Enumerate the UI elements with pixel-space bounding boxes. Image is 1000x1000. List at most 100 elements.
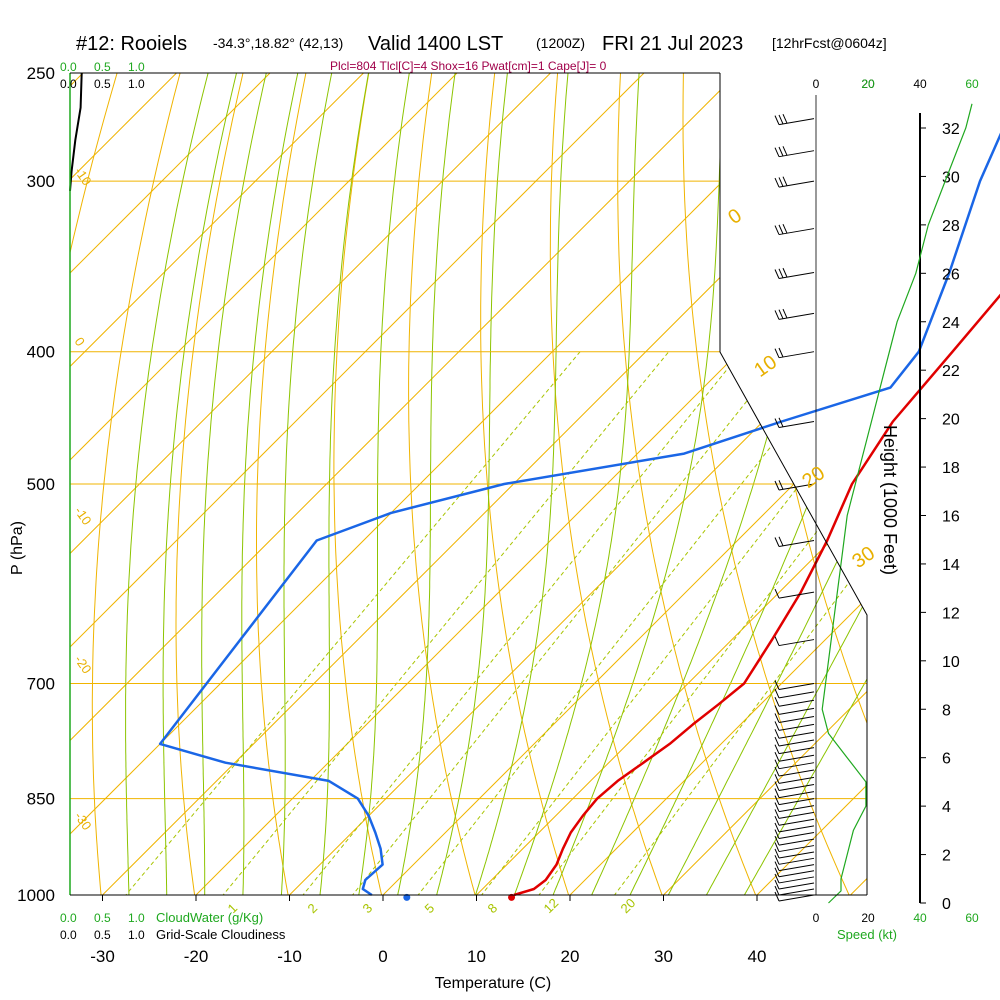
wind-barb <box>774 721 815 731</box>
x-axis-title: Temperature (C) <box>435 975 551 992</box>
speed-tick-label-bottom: 20 <box>861 911 875 925</box>
wind-barb-shaft <box>778 754 815 762</box>
dry-adiabat-line <box>175 73 278 895</box>
wind-barb <box>774 766 815 777</box>
wind-barb <box>774 536 815 548</box>
wind-barb-feather <box>774 348 780 358</box>
wind-barb-feather <box>774 310 780 320</box>
wind-barb-feather <box>774 809 780 819</box>
cloudiness-curve <box>69 72 83 191</box>
wind-barb-shaft <box>778 747 815 755</box>
wind-barb-feather <box>774 879 780 890</box>
pressure-tick-label: 1000 <box>17 886 55 905</box>
mixing-ratio-line <box>592 351 867 895</box>
wind-barb <box>774 347 815 359</box>
wind-barb-feather <box>774 873 780 884</box>
wind-barb <box>774 855 815 865</box>
speed-tick-label-top-green: 60 <box>965 77 979 91</box>
wind-barb-feather <box>782 223 788 234</box>
wind-barb-feather <box>782 308 788 319</box>
height-tick-label: 10 <box>942 654 960 671</box>
wind-barb-shaft <box>778 832 815 840</box>
title-coords: -34.3°,18.82° (42,13) <box>213 35 343 51</box>
wind-barb-feather <box>774 697 780 707</box>
wind-barb-shaft <box>778 838 815 846</box>
speed-tick-label-bottom-green: 40 <box>913 911 927 925</box>
cloudiness-label: Grid-Scale Cloudiness <box>156 927 286 942</box>
dry-adiabat-line <box>408 73 484 895</box>
top-black-scale-1: 0.5 <box>94 77 111 91</box>
wind-barb-shaft <box>778 691 815 699</box>
y-axis-title: P (hPa) <box>9 521 26 575</box>
wind-barb-shaft <box>778 351 815 359</box>
dewpoint-curve <box>158 132 1000 897</box>
moist-adiabat-line <box>353 73 435 895</box>
wind-barb-shaft <box>778 118 815 126</box>
wind-barb-shaft <box>778 731 815 739</box>
bottom-green-scale-2: 1.0 <box>128 911 145 925</box>
speed-tick-label-bottom-green: 60 <box>965 911 979 925</box>
wind-barb-shaft <box>778 715 815 723</box>
mixing-ratio-line <box>279 351 742 895</box>
wind-barb <box>774 588 815 599</box>
bottom-black-scale-0: 0.0 <box>60 928 77 942</box>
wind-barb <box>774 267 815 280</box>
wind-barb <box>774 680 815 691</box>
wind-barb-feather <box>774 861 780 871</box>
wind-barb <box>774 861 815 872</box>
dry-adiabat-line <box>333 73 396 895</box>
wind-barb-feather <box>778 114 784 125</box>
wind-barb-feather <box>782 146 788 156</box>
wind-barb-feather <box>774 225 780 235</box>
moist-adiabat-line <box>391 73 478 895</box>
isotherm-line <box>70 73 497 895</box>
top-black-scale-0: 0.0 <box>60 77 77 91</box>
wind-barb-feather <box>778 347 784 358</box>
wind-barb-shaft <box>778 857 815 865</box>
height-tick-label: 26 <box>942 266 960 283</box>
wind-barb-feather <box>774 855 780 865</box>
wind-barb-feather <box>774 744 780 754</box>
pressure-tick-label: 700 <box>27 675 55 694</box>
wind-barb-shaft <box>778 825 815 833</box>
wind-barb-feather <box>774 788 780 798</box>
wind-barb <box>774 822 815 833</box>
moist-adiabat-line <box>727 73 867 895</box>
wind-barb-feather <box>778 268 784 279</box>
wind-barb <box>774 802 815 813</box>
top-black-scale-2: 1.0 <box>128 77 145 91</box>
wind-barb-shaft <box>778 591 815 599</box>
title-forecast: [12hrFcst@0604z] <box>772 35 887 51</box>
isotherm-line <box>70 73 403 895</box>
wind-barb-shaft <box>778 739 815 747</box>
height-tick-label: 22 <box>942 363 960 380</box>
wind-barb-feather <box>782 176 788 186</box>
wind-barb-feather <box>774 815 780 826</box>
temperature-curve <box>513 293 1000 897</box>
temperature-tick-label: -20 <box>184 947 209 966</box>
height-axis-title: Height (1000 Feet) <box>880 425 900 575</box>
isotherm-line <box>447 73 867 895</box>
wind-barb <box>774 809 815 819</box>
height-tick-label: 14 <box>942 557 960 574</box>
moist-adiabat-line <box>503 73 651 895</box>
wind-barb-shaft <box>778 769 815 777</box>
wind-barb-shaft <box>778 699 815 707</box>
temperature-tick-label: 0 <box>378 947 387 966</box>
cloudwater-label: CloudWater (g/Kg) <box>156 910 263 925</box>
wind-barb-shaft <box>778 784 815 792</box>
isotherm-line <box>70 73 777 895</box>
height-tick-label: 8 <box>942 702 951 719</box>
height-tick-label: 2 <box>942 848 951 865</box>
wind-barb-shaft <box>778 312 815 320</box>
pressure-tick-label: 850 <box>27 790 55 809</box>
wind-barb-feather <box>774 588 780 599</box>
wind-barb-feather <box>778 224 784 235</box>
wind-barb <box>774 146 815 158</box>
height-tick-label: 30 <box>942 169 960 186</box>
wind-barb <box>774 781 815 792</box>
speed-tick-label-top-green: 20 <box>861 77 875 91</box>
wind-barb-shaft <box>778 762 815 770</box>
wind-barb-shaft <box>778 888 815 896</box>
